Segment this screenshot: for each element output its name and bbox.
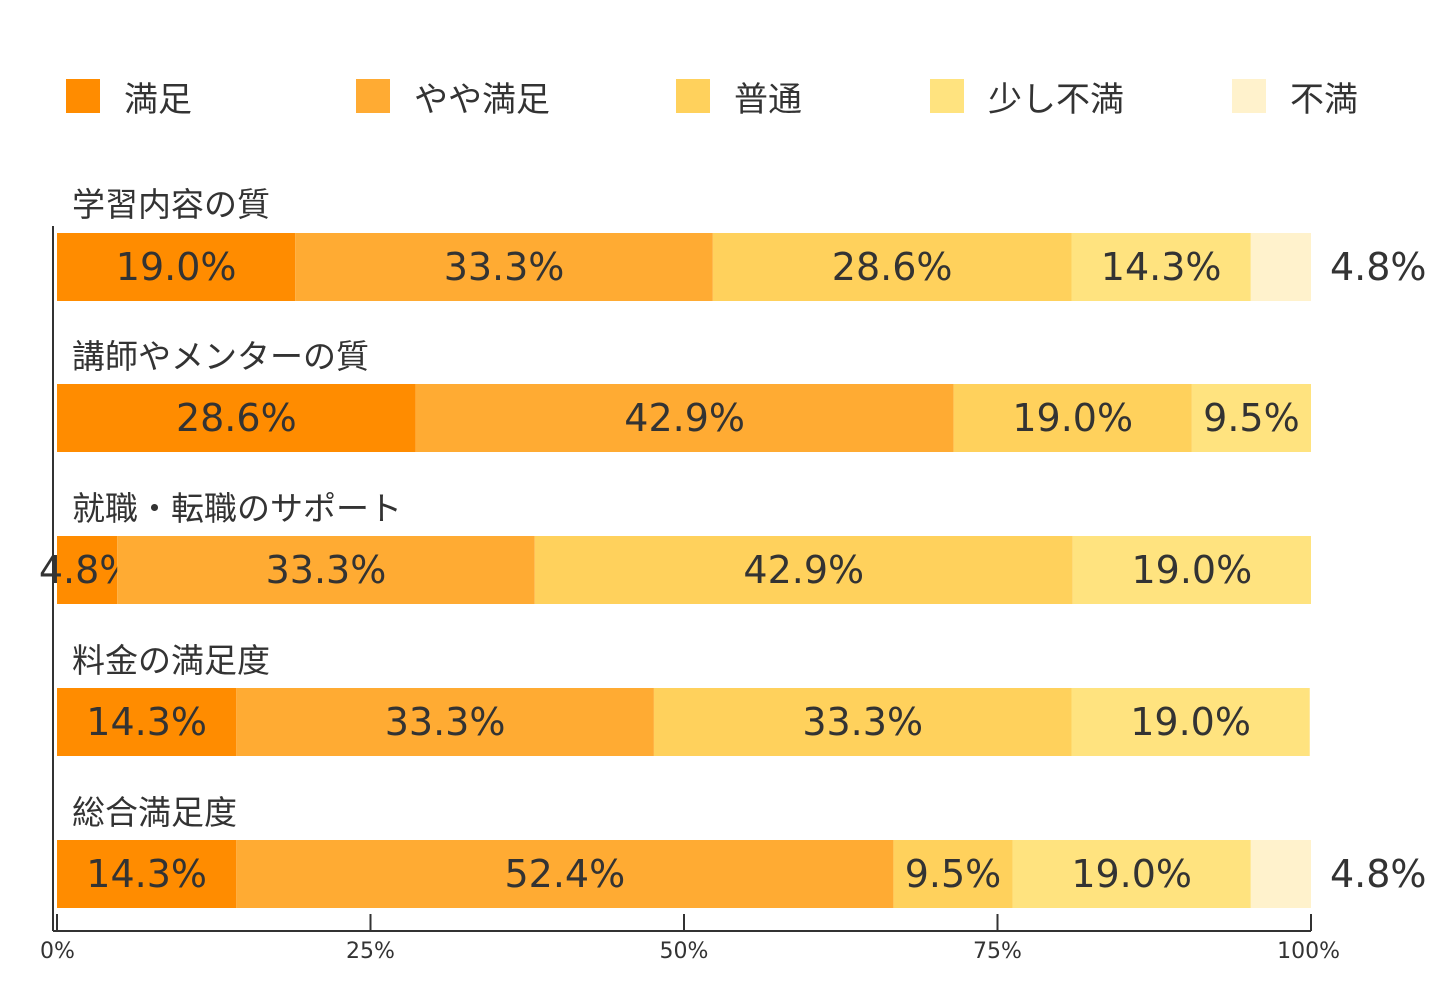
x-tick-label: 0% xyxy=(40,939,75,964)
data-label: 19.0% xyxy=(1132,548,1253,592)
bar-segment xyxy=(653,688,1072,756)
legend-item: 普通 xyxy=(676,72,802,120)
category-label: 講師やメンターの質 xyxy=(72,337,369,376)
bar-segment xyxy=(57,688,237,756)
bar-segment xyxy=(1250,840,1311,908)
x-tick-label: 50% xyxy=(660,939,709,964)
bar-segment xyxy=(415,384,954,452)
legend-swatch xyxy=(356,79,390,113)
legend-item: やや満足 xyxy=(356,72,550,120)
data-label: 4.8% xyxy=(1330,245,1427,289)
legend-item: 不満 xyxy=(1232,72,1358,120)
data-label: 4.8% xyxy=(1330,852,1427,896)
category-label: 料金の満足度 xyxy=(72,641,270,680)
bar-segment xyxy=(712,233,1072,301)
legend-label: 普通 xyxy=(734,79,802,120)
data-label: 9.5% xyxy=(905,852,1002,896)
bar-segment xyxy=(57,233,296,301)
data-label: 14.3% xyxy=(86,700,207,744)
bar-segment xyxy=(1012,840,1251,908)
data-label: 19.0% xyxy=(1012,396,1133,440)
legend-swatch xyxy=(1232,79,1266,113)
legend-label: 不満 xyxy=(1290,79,1358,120)
data-label: 42.9% xyxy=(624,396,745,440)
x-tick-label: 75% xyxy=(973,939,1022,964)
data-label: 28.6% xyxy=(832,245,953,289)
data-label: 33.3% xyxy=(802,700,923,744)
data-label: 33.3% xyxy=(266,548,387,592)
data-label: 14.3% xyxy=(1101,245,1222,289)
bar-segment xyxy=(893,840,1013,908)
legend-item: 少し不満 xyxy=(930,72,1124,120)
x-tick-label: 100% xyxy=(1277,939,1340,964)
data-label: 19.0% xyxy=(1130,700,1251,744)
bar-segment xyxy=(1071,688,1310,756)
bar-segment xyxy=(236,840,894,908)
bar-segment xyxy=(1072,536,1311,604)
data-label: 28.6% xyxy=(176,396,297,440)
legend-item: 満足 xyxy=(66,72,192,120)
legend-label: 満足 xyxy=(124,79,192,120)
category-label: 総合満足度 xyxy=(72,793,237,832)
bar-segment xyxy=(295,233,713,301)
bar-segment xyxy=(117,536,535,604)
data-label: 19.0% xyxy=(1071,852,1192,896)
bar-segment xyxy=(57,384,416,452)
data-label: 33.3% xyxy=(444,245,565,289)
data-label: 14.3% xyxy=(86,852,207,896)
legend-swatch xyxy=(66,79,100,113)
data-label: 33.3% xyxy=(385,700,506,744)
data-label: 19.0% xyxy=(116,245,237,289)
bar-segment xyxy=(1191,384,1311,452)
data-label: 9.5% xyxy=(1203,396,1300,440)
bar-segment xyxy=(1250,233,1311,301)
bar-segment xyxy=(57,536,118,604)
data-label: 52.4% xyxy=(505,852,626,896)
legend-swatch xyxy=(930,79,964,113)
bar-segment xyxy=(953,384,1192,452)
bar-segment xyxy=(534,536,1073,604)
category-label: 学習内容の質 xyxy=(72,185,270,224)
bar-segment xyxy=(236,688,654,756)
legend-label: 少し不満 xyxy=(988,79,1124,120)
data-label: 42.9% xyxy=(743,548,864,592)
legend-swatch xyxy=(676,79,710,113)
bar-segment xyxy=(1071,233,1251,301)
x-tick-label: 25% xyxy=(346,939,395,964)
legend-label: やや満足 xyxy=(414,79,550,120)
bar-segment xyxy=(57,840,237,908)
category-label: 就職・転職のサポート xyxy=(72,489,402,528)
